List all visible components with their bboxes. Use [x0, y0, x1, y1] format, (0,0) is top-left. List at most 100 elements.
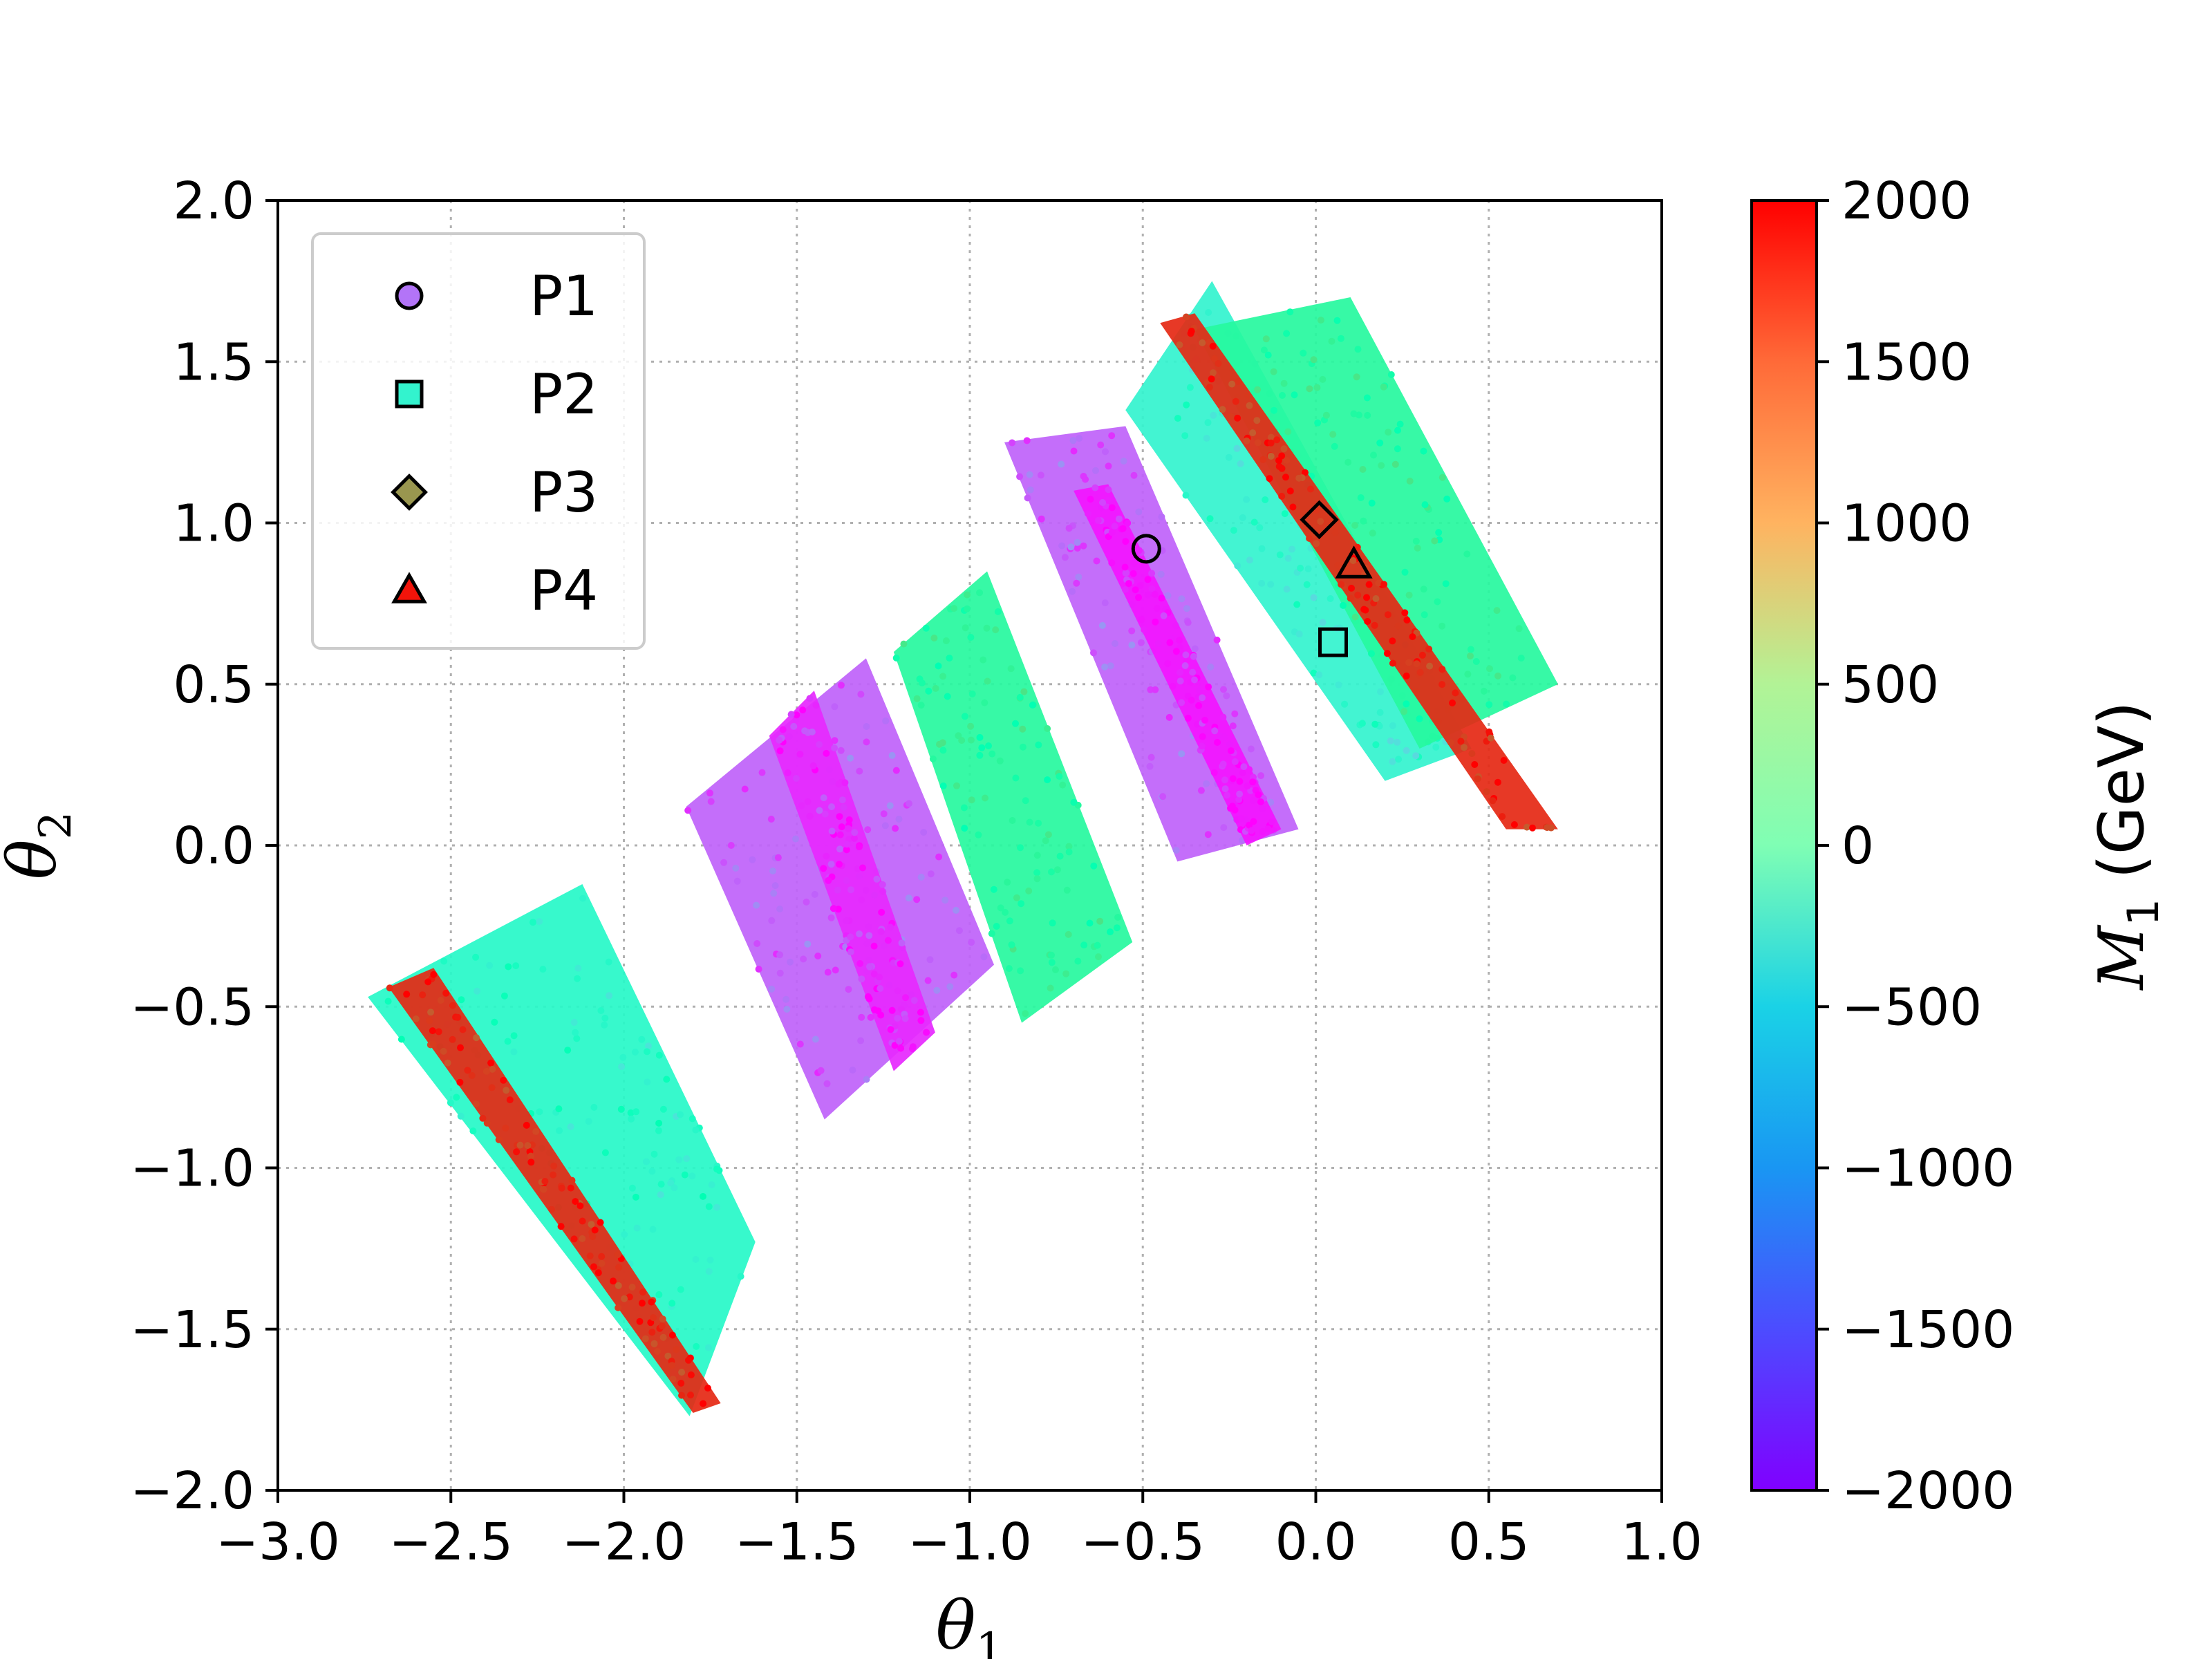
scatter-point	[927, 870, 935, 878]
y-tick-label: 1.0	[173, 494, 254, 554]
scatter-point	[1157, 570, 1165, 578]
scatter-point	[913, 695, 921, 702]
scatter-point	[550, 1162, 558, 1170]
scatter-point	[688, 1115, 696, 1123]
scatter-point	[456, 1078, 464, 1086]
scatter-point	[1111, 523, 1118, 530]
scatter-point	[1047, 984, 1054, 992]
scatter-point	[1295, 630, 1303, 638]
scatter-point	[933, 986, 941, 994]
scatter-point	[1400, 708, 1408, 715]
y-axis-ticks: −2.0 −1.5 −1.0 −0.5 0.0 0.5 1.0 1.5 2.0	[130, 171, 278, 1521]
scatter-point	[1416, 668, 1424, 676]
scatter-point	[1182, 651, 1190, 659]
x-tick-label: −1.5	[735, 1512, 859, 1572]
scatter-point	[767, 816, 775, 823]
scatter-point	[1243, 437, 1250, 444]
scatter-point	[1270, 368, 1277, 375]
scatter-point	[886, 802, 894, 809]
scatter-point	[1483, 788, 1490, 796]
scatter-point	[1165, 713, 1173, 721]
scatter-point	[917, 873, 925, 881]
scatter-point	[968, 690, 976, 697]
scatter-point	[1033, 852, 1041, 859]
scatter-point	[1029, 702, 1036, 709]
scatter-point	[753, 901, 760, 909]
scatter-point	[808, 728, 816, 735]
scatter-point	[1190, 653, 1197, 660]
scatter-point	[1258, 579, 1266, 587]
scatter-point	[891, 1042, 899, 1049]
scatter-point	[1048, 951, 1055, 959]
scatter-point	[1004, 879, 1011, 886]
scatter-point	[892, 825, 899, 832]
scatter-point	[1205, 309, 1212, 316]
x-tick-label: 1.0	[1621, 1512, 1703, 1572]
scatter-point	[681, 1171, 688, 1179]
scatter-point	[1288, 545, 1295, 553]
scatter-point	[801, 727, 809, 735]
scatter-point	[1329, 431, 1337, 438]
colorbar-tick-label: −1500	[1841, 1300, 2014, 1360]
scatter-point	[827, 861, 835, 868]
colorbar: −2000 −1500 −1000 −500 0 500 1000 1500 2000 M1 (…	[1750, 171, 2168, 1521]
x-tick-label: −0.5	[1080, 1512, 1205, 1572]
scatter-point	[505, 963, 512, 971]
scatter-point	[1291, 391, 1298, 399]
scatter-point	[1085, 510, 1091, 517]
colorbar-label: M1 (GeV)	[2086, 701, 2168, 991]
scatter-point	[992, 626, 1000, 634]
scatter-band-2	[388, 968, 721, 1414]
scatter-point	[1348, 584, 1355, 592]
x-axis-label: θ1	[936, 1587, 1004, 1659]
scatter-point	[1141, 626, 1148, 633]
scatter-point	[1375, 579, 1382, 587]
scatter-point	[806, 695, 814, 702]
scatter-point	[1023, 437, 1031, 444]
scatter-point	[926, 956, 934, 964]
scatter-point	[659, 1315, 666, 1323]
scatter-point	[1364, 411, 1371, 419]
scatter-point	[1363, 594, 1370, 601]
scatter-point	[644, 1078, 651, 1086]
scatter-point	[550, 1171, 557, 1179]
scatter-point	[1354, 346, 1362, 353]
scatter-point	[1284, 428, 1292, 435]
scatter-point	[1105, 486, 1112, 494]
scatter-point	[700, 1192, 706, 1200]
scatter-point	[628, 1184, 636, 1192]
scatter-point	[836, 813, 843, 821]
scatter-point	[1164, 592, 1172, 599]
scatter-point	[1223, 692, 1230, 700]
scatter-point	[1112, 640, 1118, 647]
scatter-point	[1267, 453, 1275, 460]
scatter-point	[1389, 722, 1396, 729]
scatter-point	[895, 1038, 903, 1045]
scatter-point	[664, 1352, 672, 1360]
scatter-point	[1135, 508, 1143, 516]
scatter-point	[1467, 653, 1474, 659]
scatter-point	[768, 985, 776, 993]
scatter-point	[858, 975, 865, 983]
scatter-point	[997, 904, 1004, 912]
scatter-point	[1008, 941, 1015, 948]
scatter-point	[1249, 429, 1257, 437]
scatter-point	[1517, 655, 1525, 662]
scatter-point	[982, 794, 988, 802]
scatter-point	[650, 1340, 658, 1348]
scatter-point	[776, 969, 784, 977]
scatter-point	[1087, 496, 1094, 503]
scatter-point	[887, 924, 894, 931]
scatter-point	[1130, 471, 1138, 479]
scatter-point	[1464, 671, 1472, 678]
scatter-point	[1189, 668, 1197, 676]
scatter-point	[1122, 570, 1130, 577]
scatter-point	[867, 1013, 874, 1021]
scatter-point	[1035, 819, 1042, 827]
scatter-point	[1065, 848, 1073, 856]
scatter-point	[1211, 727, 1219, 735]
scatter-point	[1114, 914, 1122, 921]
scatter-point	[447, 1099, 454, 1107]
scatter-point	[1385, 429, 1392, 436]
scatter-point	[556, 1127, 563, 1134]
